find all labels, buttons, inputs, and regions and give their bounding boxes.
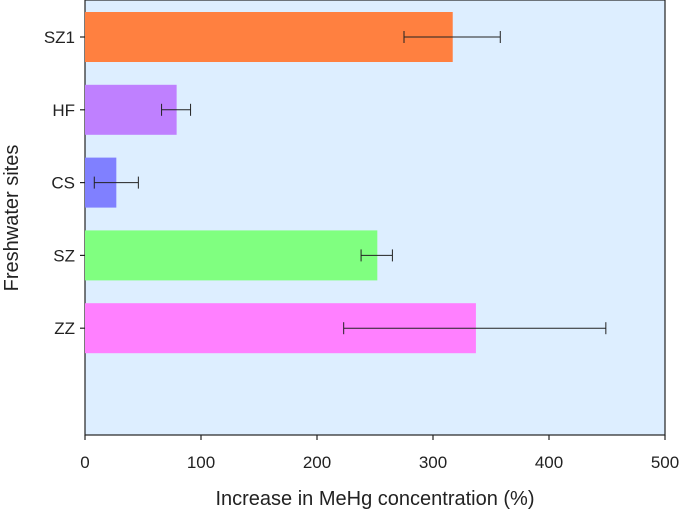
x-tick-label-400: 400	[535, 453, 563, 472]
x-tick-label-0: 0	[80, 453, 89, 472]
error-bar-zz	[343, 322, 607, 335]
x-axis: 0 100 200 300 400 500	[80, 435, 679, 472]
y-tick-label-hf: HF	[52, 101, 75, 120]
y-axis-title: Freshwater sites	[1, 145, 23, 292]
x-tick-label-300: 300	[419, 453, 447, 472]
plot-background	[84, 0, 666, 436]
x-tick-label-100: 100	[187, 453, 215, 472]
bar-sz	[85, 230, 378, 281]
bar-sz1	[85, 12, 453, 62]
x-tick-label-500: 500	[651, 453, 679, 472]
y-tick-label-zz: ZZ	[54, 319, 75, 338]
bars-layer	[85, 12, 476, 354]
y-tick-label-sz1: SZ1	[44, 28, 75, 47]
error-bars-layer	[93, 31, 607, 335]
y-axis: SZ1 HF CS SZ ZZ	[44, 28, 85, 338]
error-bar-sz	[360, 249, 393, 262]
error-bar-hf	[161, 103, 192, 116]
error-bar-cs	[93, 176, 139, 189]
x-axis-title: Increase in MeHg concentration (%)	[215, 488, 534, 510]
y-tick-label-cs: CS	[51, 174, 75, 193]
x-tick-label-200: 200	[303, 453, 331, 472]
error-bar-sz1	[403, 31, 501, 43]
y-tick-label-sz: SZ	[53, 246, 75, 265]
